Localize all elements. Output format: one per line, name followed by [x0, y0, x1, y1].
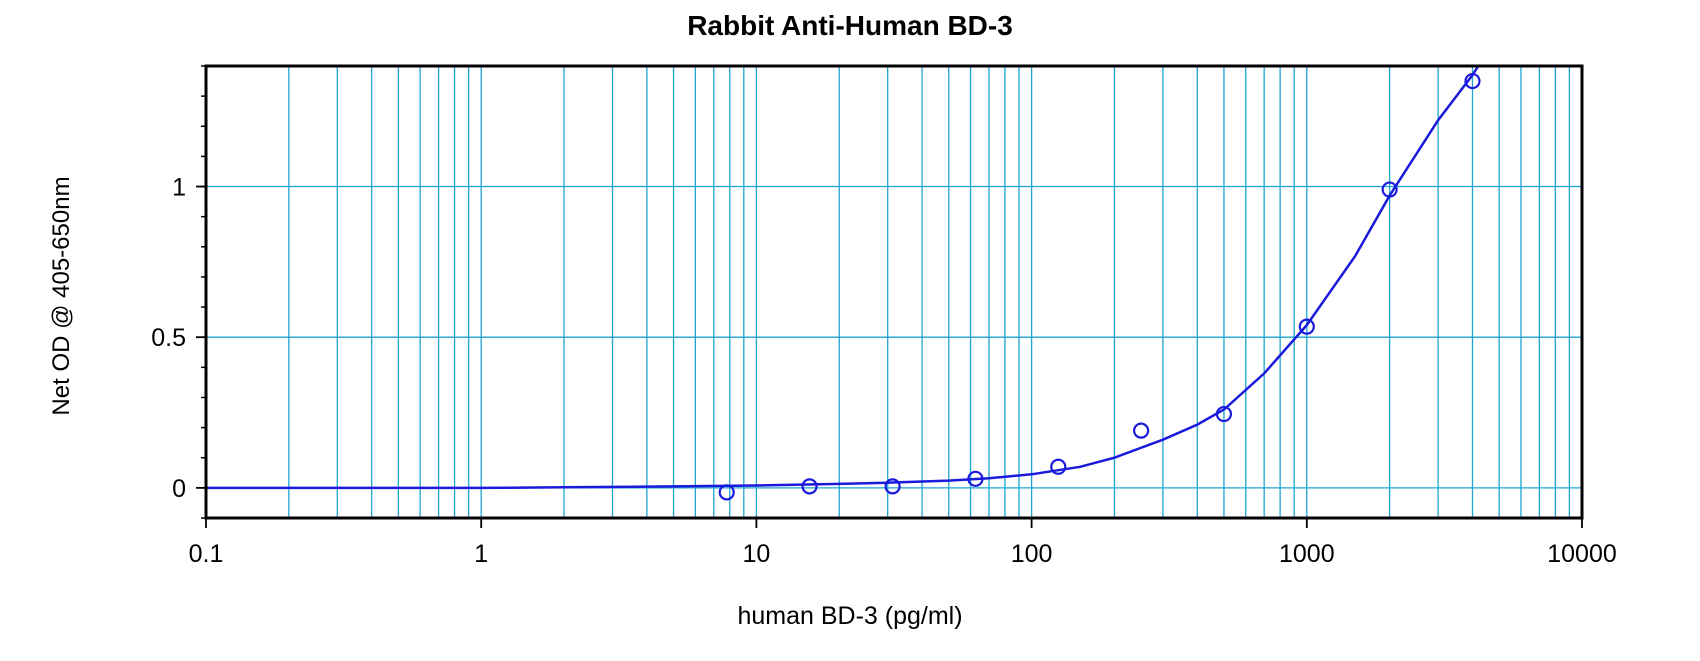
data-point: [884, 478, 901, 495]
data-point: [718, 484, 735, 501]
data-point: [1381, 181, 1398, 198]
data-point: [967, 470, 984, 487]
x-tick-label: 10: [742, 540, 770, 568]
x-axis-ticks: 0.1 1 10 100 1000 10000: [189, 518, 1617, 568]
x-axis-label: human BD-3 (pg/ml): [737, 602, 963, 630]
fitted-curve-line: [206, 65, 1480, 490]
data-points: [718, 72, 1481, 501]
y-tick-label: 0: [172, 475, 186, 503]
data-point: [1464, 72, 1481, 90]
y-tick-label: 1: [172, 174, 186, 202]
y-axis-ticks: 00.51: [151, 174, 206, 503]
data-point: [801, 478, 818, 495]
x-tick-label: 1: [474, 540, 488, 568]
x-tick-label: 1000: [1279, 540, 1335, 568]
x-tick-label: 0.1: [189, 540, 224, 568]
x-tick-label: 100: [1011, 540, 1053, 568]
x-tick-label: 10000: [1547, 540, 1617, 568]
data-point: [1215, 405, 1233, 423]
data-point: [1298, 318, 1315, 335]
y-tick-label: 0.5: [151, 324, 186, 352]
plot-frame: [204, 64, 1584, 520]
grid-lines: [206, 66, 1582, 518]
fitted-curve: [206, 65, 1480, 490]
data-point: [1050, 458, 1067, 475]
chart-title: Rabbit Anti-Human BD-3: [687, 10, 1013, 41]
data-point: [1133, 422, 1150, 439]
